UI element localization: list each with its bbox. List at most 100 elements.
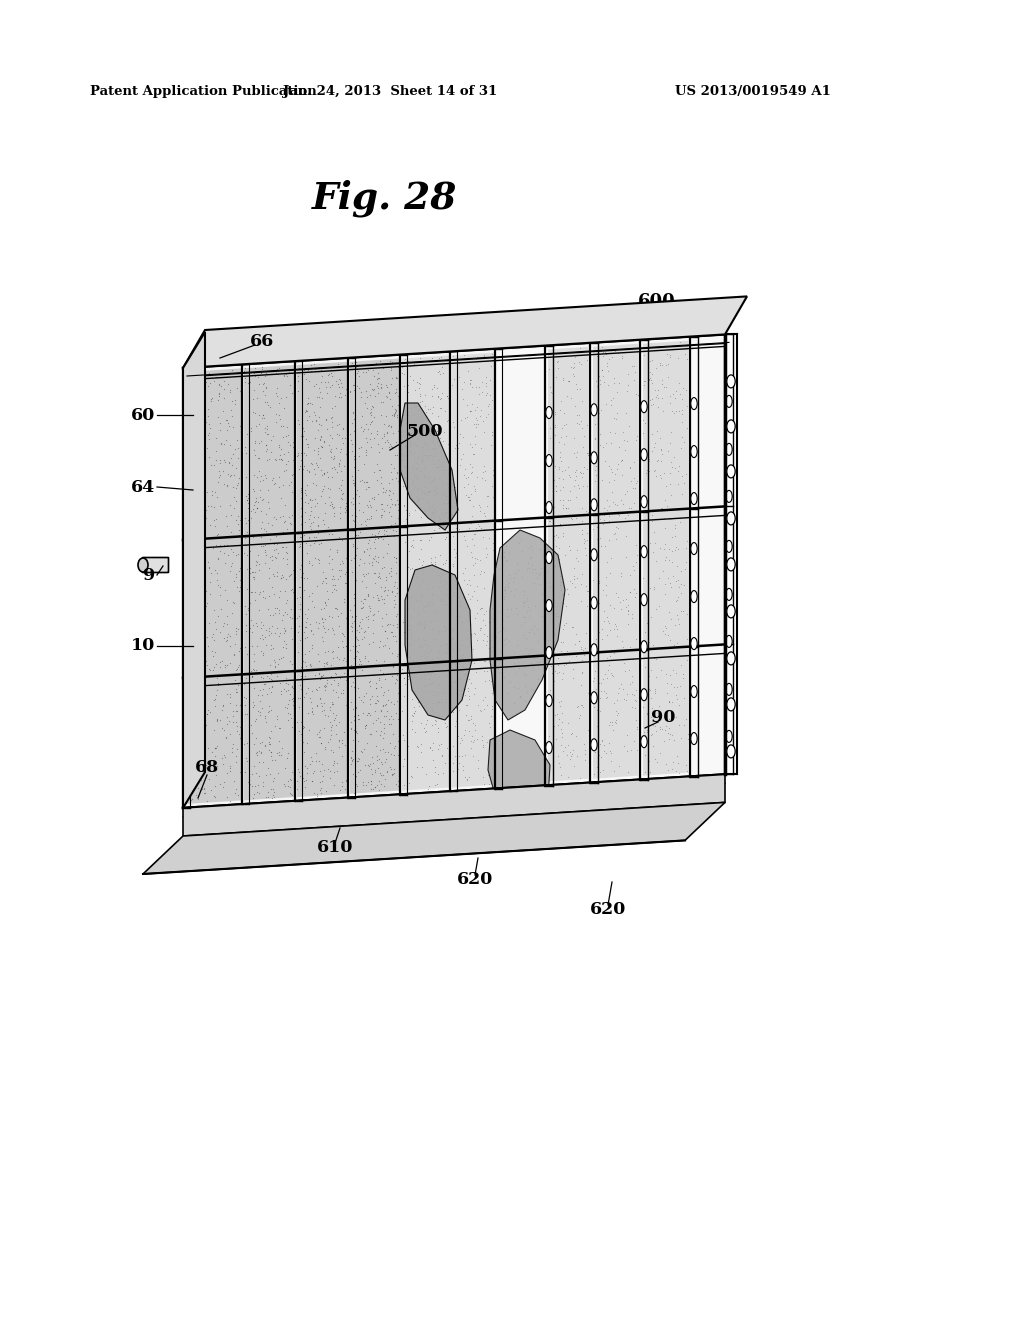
Point bbox=[397, 436, 414, 457]
Point bbox=[537, 651, 553, 672]
Point bbox=[227, 438, 244, 459]
Point bbox=[680, 727, 696, 748]
Point bbox=[212, 465, 228, 486]
Point bbox=[326, 457, 342, 478]
Point bbox=[445, 663, 462, 684]
Point bbox=[596, 504, 612, 525]
Point bbox=[343, 616, 359, 638]
Point bbox=[639, 706, 655, 727]
Point bbox=[301, 490, 317, 511]
Point bbox=[239, 747, 255, 768]
Point bbox=[275, 622, 292, 643]
Point bbox=[425, 733, 441, 754]
Point bbox=[185, 570, 202, 591]
Point bbox=[504, 647, 520, 668]
Point bbox=[231, 576, 248, 597]
Point bbox=[457, 529, 473, 550]
Point bbox=[280, 680, 296, 701]
Point bbox=[255, 579, 271, 601]
Point bbox=[402, 558, 419, 579]
Point bbox=[260, 424, 276, 445]
Point bbox=[373, 676, 389, 697]
Point bbox=[412, 636, 428, 657]
Point bbox=[427, 713, 443, 734]
Point bbox=[209, 710, 225, 731]
Point bbox=[601, 348, 617, 370]
Point bbox=[229, 429, 246, 450]
Point bbox=[512, 685, 528, 706]
Point bbox=[328, 438, 344, 459]
Polygon shape bbox=[488, 730, 550, 810]
Point bbox=[467, 714, 483, 735]
Point bbox=[570, 630, 587, 651]
Point bbox=[479, 396, 496, 417]
Point bbox=[605, 618, 622, 639]
Point bbox=[300, 392, 316, 413]
Point bbox=[237, 371, 253, 392]
Point bbox=[666, 751, 682, 772]
Point bbox=[507, 578, 523, 599]
Point bbox=[376, 556, 392, 577]
Point bbox=[439, 715, 456, 737]
Point bbox=[309, 515, 326, 536]
Polygon shape bbox=[400, 403, 458, 531]
Point bbox=[662, 723, 678, 744]
Point bbox=[451, 595, 467, 616]
Point bbox=[335, 418, 351, 440]
Point bbox=[438, 502, 455, 523]
Point bbox=[383, 494, 399, 515]
Point bbox=[370, 433, 386, 454]
Point bbox=[656, 550, 673, 572]
Point bbox=[296, 622, 312, 643]
Point bbox=[552, 490, 568, 511]
Point bbox=[350, 615, 367, 636]
Point bbox=[481, 611, 498, 632]
Point bbox=[350, 686, 367, 708]
Point bbox=[283, 708, 299, 729]
Point bbox=[623, 739, 639, 760]
Point bbox=[251, 783, 267, 804]
Point bbox=[198, 499, 214, 520]
Point bbox=[429, 692, 445, 713]
Point bbox=[270, 744, 287, 766]
Point bbox=[424, 426, 440, 447]
Point bbox=[398, 624, 415, 645]
Point bbox=[422, 480, 438, 502]
Point bbox=[294, 595, 310, 616]
Point bbox=[367, 562, 383, 583]
Point bbox=[338, 444, 354, 465]
Point bbox=[388, 548, 404, 569]
Point bbox=[226, 669, 243, 690]
Point bbox=[361, 494, 378, 515]
Point bbox=[301, 461, 317, 482]
Point bbox=[440, 512, 457, 533]
Point bbox=[269, 533, 286, 554]
Point bbox=[258, 376, 274, 397]
Point bbox=[300, 437, 316, 458]
Point bbox=[412, 347, 428, 368]
Point bbox=[413, 529, 429, 550]
Point bbox=[435, 570, 452, 591]
Point bbox=[563, 387, 580, 408]
Point bbox=[485, 459, 502, 480]
Point bbox=[579, 475, 595, 496]
Point bbox=[419, 445, 435, 466]
Point bbox=[628, 680, 644, 701]
Point bbox=[261, 734, 278, 755]
Point bbox=[472, 438, 488, 459]
Point bbox=[605, 524, 622, 545]
Point bbox=[558, 426, 574, 447]
Point bbox=[373, 527, 389, 548]
Point bbox=[220, 463, 237, 484]
Point bbox=[644, 735, 660, 756]
Point bbox=[310, 553, 327, 574]
Point bbox=[598, 550, 614, 572]
Point bbox=[388, 665, 404, 686]
Point bbox=[390, 731, 407, 752]
Point bbox=[271, 358, 288, 379]
Point bbox=[219, 713, 236, 734]
Point bbox=[303, 681, 319, 702]
Point bbox=[644, 388, 660, 409]
Point bbox=[202, 513, 218, 535]
Point bbox=[237, 436, 253, 457]
